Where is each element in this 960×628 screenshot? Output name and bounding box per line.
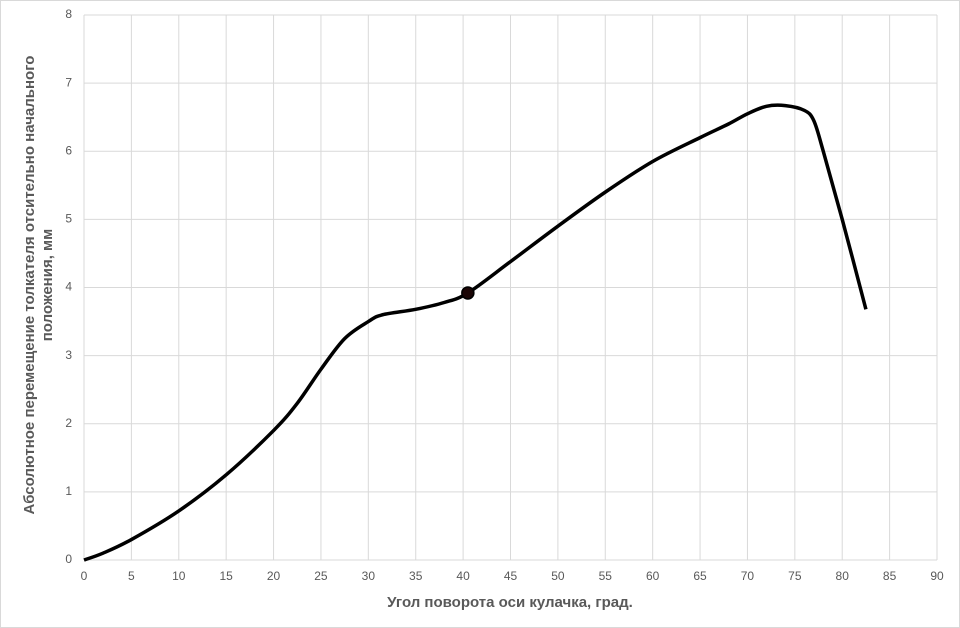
x-tick-label: 10 (172, 569, 186, 583)
x-tick-label: 35 (409, 569, 423, 583)
x-tick-label: 30 (362, 569, 376, 583)
x-tick-label: 45 (504, 569, 518, 583)
y-tick-label: 6 (65, 143, 72, 157)
y-tick-label: 7 (65, 75, 72, 89)
x-tick-label: 55 (599, 569, 613, 583)
x-axis-title: Угол поворота оси кулачка, град. (387, 594, 633, 611)
x-tick-label: 50 (551, 569, 565, 583)
y-tick-label: 5 (65, 212, 72, 226)
x-tick-label: 70 (741, 569, 755, 583)
x-tick-label: 75 (788, 569, 802, 583)
data-line (83, 103, 868, 562)
y-tick-label: 3 (65, 348, 72, 362)
y-tick-label: 2 (65, 416, 72, 430)
x-tick-label: 40 (456, 569, 470, 583)
x-tick-label: 20 (267, 569, 281, 583)
y-axis-title: Абсолютное перемещение толкателя отсител… (21, 56, 38, 515)
x-tick-label: 85 (883, 569, 897, 583)
y-axis-title: положения, мм (39, 229, 56, 342)
x-tick-label: 0 (81, 569, 88, 583)
x-tick-label: 25 (314, 569, 328, 583)
x-tick-label: 65 (693, 569, 707, 583)
x-tick-label: 80 (836, 569, 850, 583)
x-tick-label: 5 (128, 569, 135, 583)
highlight-point (461, 286, 475, 300)
x-tick-label: 60 (646, 569, 660, 583)
y-tick-label: 4 (65, 280, 72, 294)
y-tick-label: 1 (65, 484, 72, 498)
x-tick-label: 90 (930, 569, 944, 583)
y-tick-label: 0 (65, 552, 72, 566)
y-tick-label: 8 (65, 7, 72, 21)
x-tick-label: 15 (219, 569, 233, 583)
